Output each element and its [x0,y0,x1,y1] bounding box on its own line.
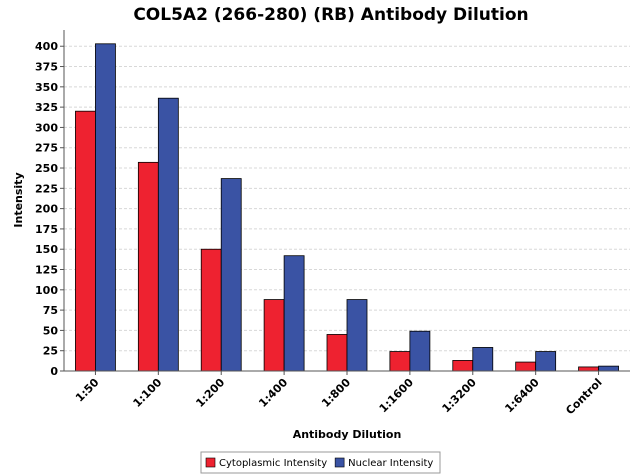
y-axis-label: Intensity [12,172,25,227]
legend-label: Cytoplasmic Intensity [219,458,327,469]
y-tick-label: 200 [35,203,58,216]
bar [472,347,494,372]
y-tick-label: 300 [35,121,58,134]
legend-swatch [205,457,216,468]
bar [409,330,431,372]
bar [137,161,159,372]
y-tick-label: 75 [43,304,58,317]
bar [95,43,116,372]
y-tick-label: 125 [35,264,58,277]
bar [515,361,537,372]
bar [200,248,222,372]
bar [578,366,599,372]
legend: Cytoplasmic Intensity Nuclear Intensity [200,451,441,474]
bar [75,110,96,372]
y-tick-label: 150 [35,243,58,256]
y-tick-label: 0 [50,365,58,378]
legend-swatch [334,457,345,468]
x-tick-label: 1:1600 [377,376,417,416]
y-tick-label: 50 [43,324,59,337]
legend-box [200,451,441,474]
y-tick-label: 25 [43,345,58,358]
y-tick-label: 325 [35,101,58,114]
chart-title: COL5A2 (266-280) (RB) Antibody Dilution [133,5,528,25]
x-tick-label: 1:3200 [440,376,480,416]
bar [598,365,619,372]
bar [220,178,242,372]
y-tick-label: 400 [35,40,58,53]
y-tick-label: 350 [35,81,58,94]
x-tick-label: Control [563,376,604,417]
x-axis-label: Antibody Dilution [293,428,402,441]
x-tick-label: 1:50 [73,376,102,405]
y-tick-label: 175 [35,223,58,236]
x-tick-label: 1:800 [319,376,353,410]
x-tick-label: 1:100 [131,376,165,410]
y-tick-label: 250 [35,162,58,175]
y-tick-label: 275 [35,142,58,155]
bar [283,255,305,372]
bar [326,334,348,372]
bars [75,43,619,372]
y-tick-label: 225 [35,182,58,195]
bar [389,351,411,372]
bar [263,299,285,372]
bar [346,299,368,372]
bar [452,360,474,372]
x-tick-label: 1:400 [256,376,290,410]
y-tick-label: 100 [35,284,58,297]
y-tick-label: 375 [35,61,58,74]
x-tick-label: 1:200 [193,376,227,410]
bar [535,351,557,372]
legend-label: Nuclear Intensity [348,458,433,469]
x-tick-label: 1:6400 [502,376,542,416]
bar [157,97,179,372]
